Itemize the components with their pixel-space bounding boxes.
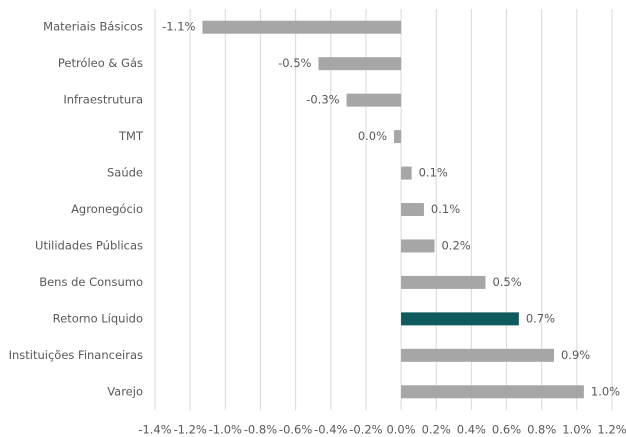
x-tick-label: 0.6%: [492, 423, 521, 437]
value-label: -0.3%: [306, 93, 339, 107]
category-label: Materiais Básicos: [43, 20, 143, 34]
x-tick-label: -0.2%: [349, 423, 382, 437]
bar: [401, 275, 486, 289]
bar: [318, 57, 402, 71]
category-label: Retorno Líquido: [53, 311, 143, 325]
x-tick-label: 1.0%: [562, 423, 591, 437]
category-label: Agronegócio: [71, 202, 143, 216]
bar: [346, 93, 402, 107]
value-label: 0.1%: [419, 166, 448, 180]
category-label: Bens de Consumo: [39, 275, 143, 289]
x-tick-label: -0.8%: [244, 423, 277, 437]
x-tick-label: 0.2%: [422, 423, 451, 437]
category-label: TMT: [118, 129, 144, 143]
value-label: 0.0%: [358, 129, 387, 143]
bar: [401, 239, 435, 253]
bar: [401, 348, 554, 362]
bar: [401, 312, 519, 326]
bar: [202, 20, 402, 34]
x-tick-label: 1.2%: [597, 423, 626, 437]
bar: [401, 166, 412, 180]
value-label: 0.1%: [431, 202, 460, 216]
x-tick-label: -0.6%: [279, 423, 312, 437]
x-tick-label: -0.4%: [314, 423, 347, 437]
value-label: 1.0%: [591, 384, 620, 398]
x-tick-label: 0.0%: [386, 423, 415, 437]
value-label: -1.1%: [162, 20, 195, 34]
x-tick-label: -1.4%: [138, 423, 171, 437]
x-tick-label: 0.8%: [527, 423, 556, 437]
value-label: 0.7%: [526, 311, 555, 325]
x-tick-label: -1.2%: [173, 423, 206, 437]
value-label: -0.5%: [278, 56, 311, 70]
x-tick-label: -1.0%: [209, 423, 242, 437]
value-label: 0.2%: [441, 238, 470, 252]
x-tick-label: 0.4%: [457, 423, 486, 437]
category-label: Utilidades Públicas: [35, 238, 143, 252]
category-label: Infraestrutura: [63, 93, 143, 107]
category-label: Saúde: [107, 166, 143, 180]
value-label: 0.9%: [561, 348, 590, 362]
bar: [394, 130, 402, 144]
category-label: Instituições Financeiras: [9, 348, 143, 362]
bar: [401, 203, 424, 216]
category-label: Petróleo & Gás: [58, 56, 143, 70]
value-label: 0.5%: [492, 275, 521, 289]
bar: [401, 385, 584, 399]
category-label: Varejo: [107, 384, 143, 398]
